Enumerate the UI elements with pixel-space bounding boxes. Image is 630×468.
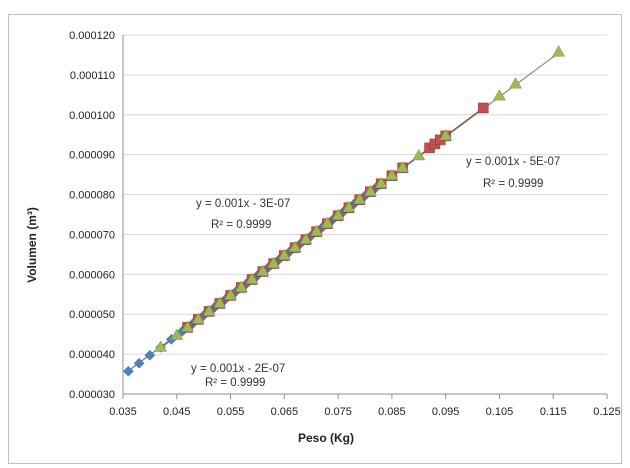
data-point-triangle bbox=[353, 192, 367, 205]
y-axis-title: Volumen (m³) bbox=[25, 207, 39, 283]
data-point-triangle bbox=[256, 264, 270, 276]
data-point-triangle bbox=[374, 176, 388, 189]
data-point-triangle bbox=[288, 240, 302, 252]
data-point-triangle bbox=[396, 160, 410, 173]
gridlines bbox=[123, 34, 607, 395]
data-point-triangle bbox=[299, 232, 313, 244]
data-point-triangle bbox=[342, 200, 356, 213]
data-point-triangle bbox=[320, 216, 334, 229]
data-point-triangle bbox=[191, 312, 205, 324]
data-point-triangle bbox=[267, 256, 281, 268]
data-point-triangle bbox=[170, 328, 184, 340]
x-tick-label: 0.065 bbox=[271, 406, 299, 418]
x-tick-label: 0.035 bbox=[109, 406, 137, 418]
data-point-triangle bbox=[224, 288, 237, 300]
x-tick-label: 0.105 bbox=[486, 406, 514, 418]
x-tick-label: 0.055 bbox=[217, 406, 245, 418]
trendline-equation-2: y = 0.001x - 3E-07 bbox=[196, 198, 290, 210]
data-point-diamond bbox=[144, 349, 156, 361]
tick-labels: 0.000030 0.000040 0.000050 0.000060 0.000070… bbox=[69, 30, 621, 418]
data-point-triangle bbox=[331, 208, 345, 221]
data-points bbox=[123, 45, 566, 377]
data-point-square bbox=[478, 102, 489, 114]
data-point-triangle bbox=[181, 320, 194, 332]
data-point-triangle bbox=[234, 280, 248, 292]
y-tick-label: 0.000030 bbox=[69, 389, 115, 401]
scatter-chart: 0.000030 0.000040 0.000050 0.000060 0.000070… bbox=[25, 30, 621, 445]
data-point-triangle bbox=[277, 248, 291, 260]
data-point-triangle bbox=[493, 89, 506, 101]
y-tick-label: 0.000080 bbox=[69, 190, 115, 202]
data-point-triangle bbox=[439, 129, 453, 141]
x-tick-label: 0.045 bbox=[163, 406, 191, 418]
axes bbox=[122, 35, 608, 399]
x-axis-title: Peso (Kg) bbox=[298, 431, 354, 445]
trendline-r2-2: R² = 0.9999 bbox=[211, 219, 271, 231]
x-tick-label: 0.075 bbox=[324, 406, 352, 418]
data-point-triangle bbox=[202, 304, 216, 316]
data-point-triangle bbox=[213, 296, 227, 308]
data-point-diamond bbox=[133, 357, 145, 369]
chart-frame: 0.000030 0.000040 0.000050 0.000060 0.000070… bbox=[8, 14, 622, 464]
trendline-equation-3: y = 0.001x - 5E-07 bbox=[466, 156, 560, 168]
trendline-r2-1: R² = 0.9999 bbox=[205, 377, 265, 389]
x-tick-label: 0.095 bbox=[432, 406, 460, 418]
data-point-triangle bbox=[412, 148, 426, 161]
y-tick-label: 0.000100 bbox=[69, 110, 115, 122]
data-point-triangle bbox=[509, 77, 523, 89]
data-point-triangle bbox=[385, 168, 399, 181]
y-tick-label: 0.000110 bbox=[70, 70, 115, 82]
data-point-triangle bbox=[552, 45, 566, 57]
x-tick-label: 0.085 bbox=[378, 406, 406, 418]
y-tick-label: 0.000070 bbox=[69, 229, 115, 241]
data-point-diamond bbox=[123, 365, 134, 377]
y-tick-label: 0.000050 bbox=[69, 309, 115, 321]
trendline-equation-1: y = 0.001x - 2E-07 bbox=[191, 363, 285, 375]
x-tick-label: 0.115 bbox=[540, 406, 567, 418]
data-point-triangle bbox=[363, 184, 377, 197]
y-tick-label: 0.000090 bbox=[69, 150, 115, 162]
data-point-triangle bbox=[245, 272, 259, 284]
y-tick-label: 0.000060 bbox=[69, 269, 115, 281]
y-tick-label: 0.000120 bbox=[69, 30, 115, 42]
data-point-triangle bbox=[154, 340, 168, 352]
y-tick-label: 0.000040 bbox=[69, 349, 115, 361]
trendline-r2-3: R² = 0.9999 bbox=[483, 178, 543, 190]
x-tick-label: 0.125 bbox=[593, 406, 621, 418]
data-point-triangle bbox=[310, 224, 324, 237]
